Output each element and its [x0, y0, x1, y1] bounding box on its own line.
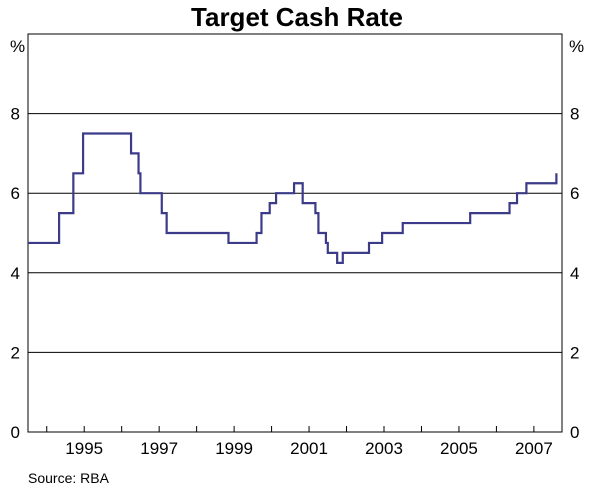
y-tick-left-2: 2 [11, 343, 20, 362]
chart-title: Target Cash Rate [191, 2, 403, 32]
source-note: Source: RBA [28, 470, 110, 486]
y-tick-right-6: 6 [570, 184, 579, 203]
y-unit-right: % [569, 37, 584, 56]
x-tick-label-2005: 2005 [440, 439, 478, 458]
y-tick-left-4: 4 [11, 264, 20, 283]
plot-area-frame [27, 33, 563, 433]
y-tick-left-8: 8 [11, 105, 20, 124]
x-tick-label-2001: 2001 [290, 439, 328, 458]
y-tick-right-0: 0 [570, 423, 579, 442]
x-tick-label-1995: 1995 [65, 439, 103, 458]
x-tick-label-2003: 2003 [365, 439, 403, 458]
x-tick-label-2007: 2007 [515, 439, 553, 458]
x-tick-label-1999: 1999 [215, 439, 253, 458]
y-tick-left-6: 6 [11, 184, 20, 203]
x-tick-label-1997: 1997 [140, 439, 178, 458]
y-tick-left-0: 0 [11, 423, 20, 442]
x-tick-labels: 1995 1997 1999 2001 2003 2005 2007 [65, 439, 553, 458]
y-tick-right-2: 2 [570, 343, 579, 362]
y-tick-right-8: 8 [570, 105, 579, 124]
y-unit-left: % [10, 37, 25, 56]
series-layer [28, 132, 558, 264]
gridlines [28, 113, 562, 353]
x-ticks [46, 426, 535, 432]
y-tick-labels: 0 0 2 2 4 4 6 6 8 8 [11, 105, 580, 442]
y-tick-right-4: 4 [570, 264, 579, 283]
series-line-0 [28, 132, 558, 264]
